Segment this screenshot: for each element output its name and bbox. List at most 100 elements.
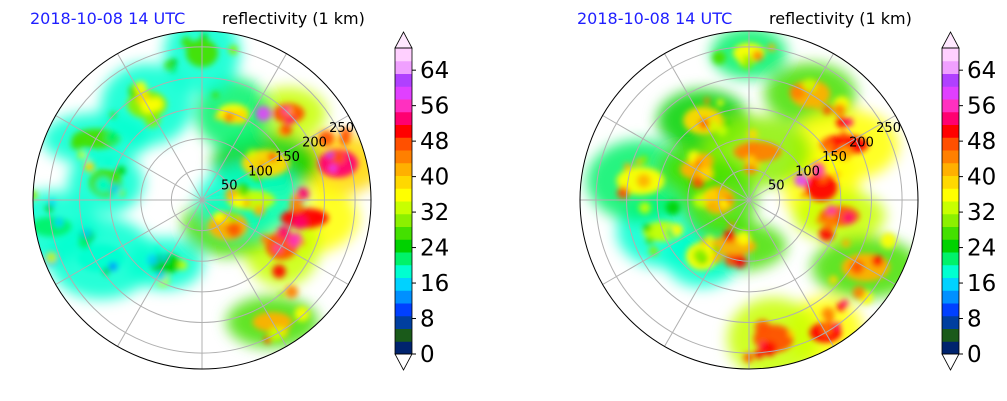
- reflectivity-cell: [754, 319, 770, 335]
- reflectivity-cell: [761, 341, 777, 357]
- colorbar-segment: [942, 73, 959, 87]
- range-labels: 50 100 150 200 250: [221, 121, 354, 193]
- reflectivity-cell: [705, 234, 714, 244]
- reflectivity-cell: [752, 50, 764, 62]
- colorbar-segment: [942, 201, 959, 215]
- colorbar-segment: [942, 188, 959, 202]
- reflectivity-cell: [623, 162, 632, 171]
- reflectivity-cell: [212, 91, 219, 99]
- reflectivity-cell: [155, 271, 166, 282]
- reflectivity-cell: [152, 246, 162, 255]
- reflectivity-cell: [255, 105, 271, 122]
- reflectivity-cell: [231, 195, 245, 209]
- colorbar-segment: [942, 48, 959, 62]
- reflectivity-cell: [225, 221, 242, 238]
- reflectivity-cell: [329, 164, 337, 173]
- colorbar-segment: [395, 328, 412, 342]
- reflectivity-cell: [736, 231, 751, 246]
- reflectivity-cell: [95, 177, 111, 193]
- reflectivity-cell: [272, 264, 286, 279]
- reflectivity-cell: [169, 65, 177, 74]
- polar-grid: [580, 31, 918, 369]
- reflectivity-cell: [747, 128, 758, 140]
- panel-left: 2018-10-08 14 UTC reflectivity (1 km) 50…: [30, 9, 449, 371]
- colorbar-tick-8: 8: [420, 307, 435, 333]
- reflectivity-cell: [102, 267, 110, 276]
- reflectivity-cell: [826, 205, 836, 215]
- reflectivity-cell: [146, 254, 159, 266]
- reflectivity-cell: [134, 81, 147, 94]
- colorbar-segment: [942, 99, 959, 113]
- colorbar: [941, 31, 963, 371]
- colorbar-tick-labels: 0 8 16 24 32 40 48 56 64: [420, 58, 449, 368]
- colorbar-segment: [942, 290, 959, 304]
- colorbar-segment: [395, 86, 412, 100]
- colorbar-tick-64: 64: [420, 58, 449, 84]
- reflectivity-cell: [312, 211, 323, 222]
- colorbar-segment: [395, 239, 412, 253]
- reflectivity-cell: [213, 213, 221, 220]
- reflectivity-cell: [109, 184, 120, 195]
- product-label: reflectivity (1 km): [769, 9, 912, 28]
- reflectivity-cell: [841, 299, 849, 307]
- reflectivity-cell: [767, 43, 776, 52]
- reflectivity-cell: [880, 232, 897, 249]
- azimuth-spoke: [55, 115, 203, 201]
- colorbar-segment: [942, 111, 959, 125]
- reflectivity-cell: [842, 211, 855, 224]
- reflectivity-cell: [108, 261, 118, 271]
- reflectivity-cell: [744, 160, 758, 175]
- reflectivity-cell: [794, 173, 808, 187]
- reflectivity-cell: [643, 223, 652, 232]
- reflectivity-cell: [331, 150, 345, 164]
- colorbar-segment: [942, 150, 959, 164]
- reflectivity-cell: [801, 191, 808, 198]
- reflectivity-cell: [789, 84, 805, 100]
- azimuth-spoke: [201, 199, 287, 347]
- reflectivity-cell: [116, 165, 126, 176]
- colorbar-tick-48: 48: [420, 129, 449, 155]
- range-label-50: 50: [768, 179, 785, 194]
- reflectivity-cell: [821, 307, 835, 321]
- reflectivity-cell: [93, 252, 102, 260]
- reflectivity-cell: [247, 149, 256, 158]
- reflectivity-cell: [648, 246, 659, 256]
- azimuth-spoke: [201, 115, 349, 201]
- colorbar-segment: [395, 213, 412, 227]
- reflectivity-cell: [702, 188, 718, 204]
- colorbar-tick-64: 64: [967, 58, 996, 84]
- colorbar-frame: [941, 47, 960, 355]
- azimuth-spoke: [748, 115, 896, 201]
- azimuth-spoke: [201, 199, 349, 285]
- colorbar-tick-8: 8: [967, 307, 982, 333]
- reflectivity-cell: [45, 251, 58, 264]
- reflectivity-cell: [753, 349, 764, 359]
- reflectivity-cell: [83, 161, 95, 172]
- colorbar-segment: [942, 277, 959, 291]
- reflectivity-cell: [841, 239, 851, 248]
- colorbar-tick-16: 16: [420, 271, 449, 297]
- colorbar-tick-56: 56: [420, 94, 449, 120]
- colorbar-tick-labels: 0 8 16 24 32 40 48 56 64: [967, 58, 996, 368]
- range-label-100: 100: [248, 164, 273, 179]
- reflectivity-cell: [636, 173, 651, 188]
- colorbar-segment: [942, 315, 959, 329]
- colorbar-segment: [942, 162, 959, 176]
- colorbar-segment: [942, 124, 959, 138]
- colorbar-extend-min: [941, 353, 960, 371]
- reflectivity-cell: [638, 201, 651, 214]
- colorbar-segment: [942, 252, 959, 266]
- colorbar-segment: [395, 48, 412, 62]
- reflectivity-cell: [852, 286, 866, 299]
- reflectivity-cell: [294, 306, 310, 322]
- reflectivity-cell: [840, 131, 848, 139]
- reflectivity-cell: [703, 97, 711, 105]
- reflectivity-cell: [48, 198, 56, 206]
- colorbar-segment: [942, 137, 959, 151]
- time-label: 2018-10-08 14 UTC: [577, 9, 732, 28]
- azimuth-spoke: [201, 53, 287, 201]
- range-label-100: 100: [795, 164, 820, 179]
- colorbar-segment: [942, 226, 959, 240]
- colorbar-segment: [942, 60, 959, 74]
- reflectivity-cell: [754, 162, 761, 169]
